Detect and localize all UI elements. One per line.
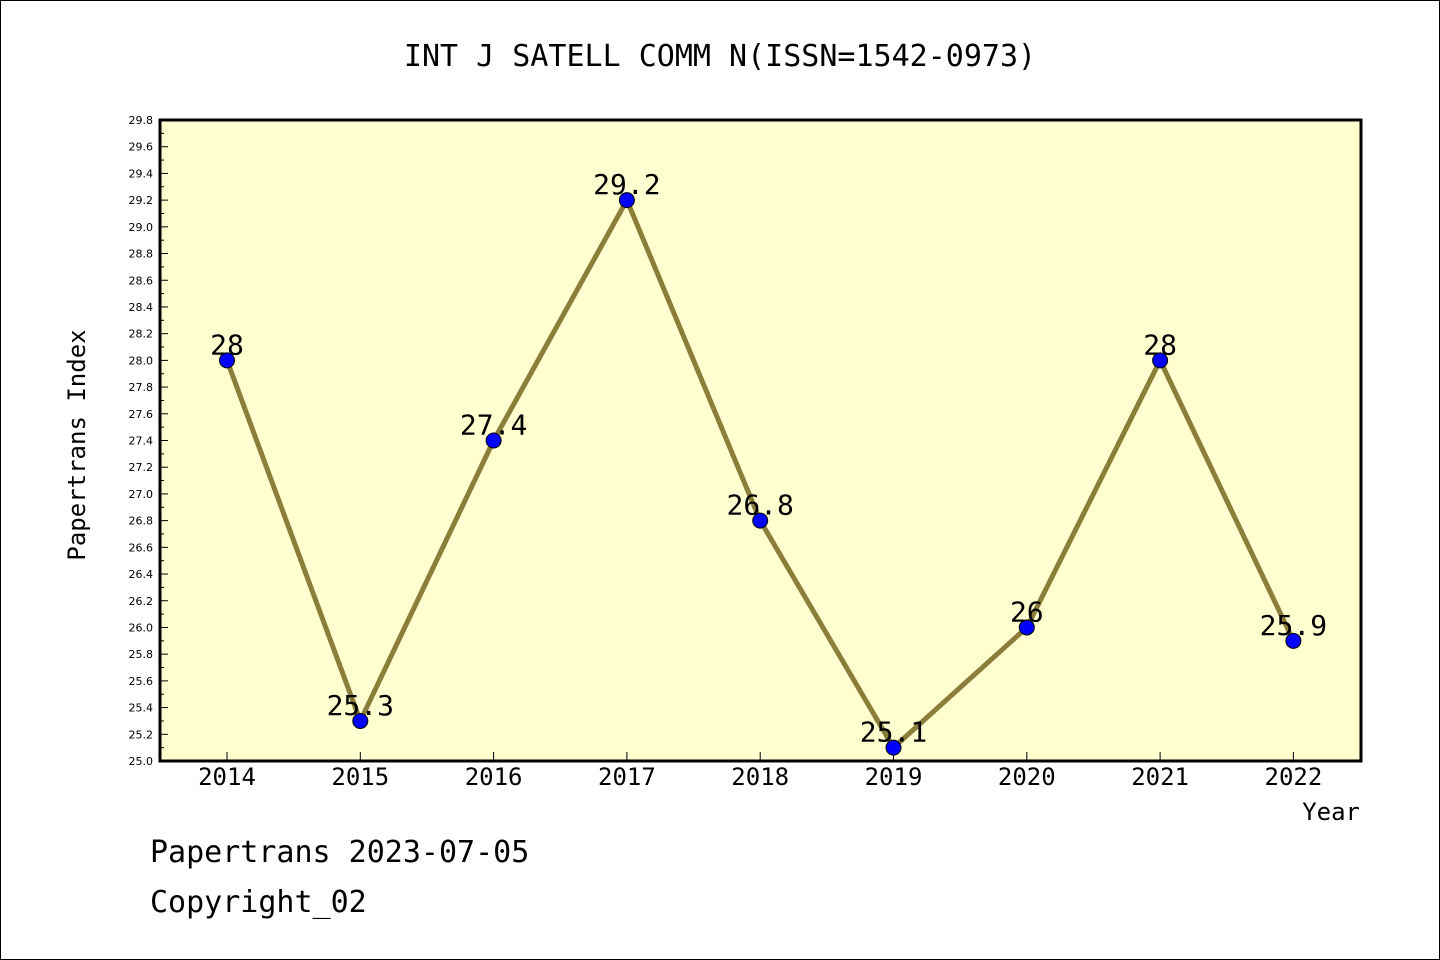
data-point-marker xyxy=(752,512,769,529)
y-tick-label: 29.0 xyxy=(129,221,154,234)
data-point-marker xyxy=(219,352,235,369)
data-point-marker xyxy=(1285,632,1302,649)
y-tick-label: 28.6 xyxy=(129,274,154,287)
data-label: 26 xyxy=(1010,595,1044,628)
y-tick-label: 25.0 xyxy=(129,755,154,768)
x-tick-label: 2017 xyxy=(598,763,656,791)
x-tick-label: 2020 xyxy=(998,763,1056,791)
y-tick-label: 28.4 xyxy=(129,301,154,314)
x-tick-label: 2015 xyxy=(331,763,389,791)
y-tick-label: 25.4 xyxy=(129,702,154,715)
data-point-marker xyxy=(352,712,369,729)
y-tick-label: 29.2 xyxy=(129,194,154,207)
y-tick-label: 27.8 xyxy=(129,381,154,394)
series-layer: 28 25.3 27.4 29.2 26.8 25.1 26 28 25.9 xyxy=(210,168,1327,756)
y-tick-label: 26.2 xyxy=(129,595,154,608)
y-tick-label: 29.8 xyxy=(129,114,154,127)
x-axis-label: Year xyxy=(1302,798,1360,826)
data-label: 26.8 xyxy=(726,489,793,522)
y-tick-label: 28.8 xyxy=(129,248,154,261)
data-point-marker xyxy=(885,739,902,756)
y-tick-label: 27.2 xyxy=(129,461,154,474)
data-label: 29.2 xyxy=(593,168,660,201)
y-tick-label: 26.8 xyxy=(129,515,154,528)
y-tick-label: 26.6 xyxy=(129,541,154,554)
plot-area xyxy=(158,118,1363,763)
y-tick-label: 28.2 xyxy=(129,328,154,341)
y-tick-label: 29.6 xyxy=(129,141,154,154)
y-tick-label: 25.6 xyxy=(129,675,154,688)
y-axis-label: Papertrans Index xyxy=(63,329,91,560)
data-label: 28 xyxy=(210,328,244,361)
data-label: 27.4 xyxy=(460,409,527,442)
y-tick-label: 27.6 xyxy=(129,408,154,421)
x-tick-label: 2018 xyxy=(731,763,789,791)
y-tick-label: 27.4 xyxy=(129,435,154,448)
x-tick-label: 2016 xyxy=(465,763,523,791)
y-tick-label: 27.0 xyxy=(129,488,154,501)
data-point-marker xyxy=(618,192,635,209)
y-tick-label: 28.0 xyxy=(129,354,154,367)
x-tick-label: 2019 xyxy=(865,763,923,791)
data-label: 25.1 xyxy=(860,716,927,749)
x-axis: 2014 2015 2016 2017 2018 2019 2020 2021 2022 xyxy=(198,752,1322,791)
footer-date-text: Papertrans 2023-07-05 xyxy=(150,835,530,870)
y-axis: 25.0 25.2 25.4 25.6 25.8 26.0 26.2 26.4 26.6 26.8… xyxy=(129,114,168,768)
chart-title: INT J SATELL COMM N(ISSN=1542-0973) xyxy=(404,39,1036,74)
footer-copyright-text: Copyright_02 xyxy=(150,885,367,920)
x-tick-label: 2014 xyxy=(198,763,256,791)
x-tick-label: 2021 xyxy=(1131,763,1189,791)
y-tick-label: 25.2 xyxy=(129,728,154,741)
y-tick-label: 25.8 xyxy=(129,648,154,661)
data-label: 28 xyxy=(1143,328,1177,361)
data-point-marker xyxy=(1018,619,1035,636)
data-label: 25.3 xyxy=(327,689,394,722)
data-point-marker xyxy=(485,432,502,449)
y-tick-label: 26.0 xyxy=(129,621,154,634)
x-tick-label: 2022 xyxy=(1265,763,1323,791)
data-label: 25.9 xyxy=(1260,609,1327,642)
y-tick-label: 26.4 xyxy=(129,568,154,581)
y-tick-label: 29.4 xyxy=(129,167,154,180)
data-point-marker xyxy=(1152,352,1169,369)
